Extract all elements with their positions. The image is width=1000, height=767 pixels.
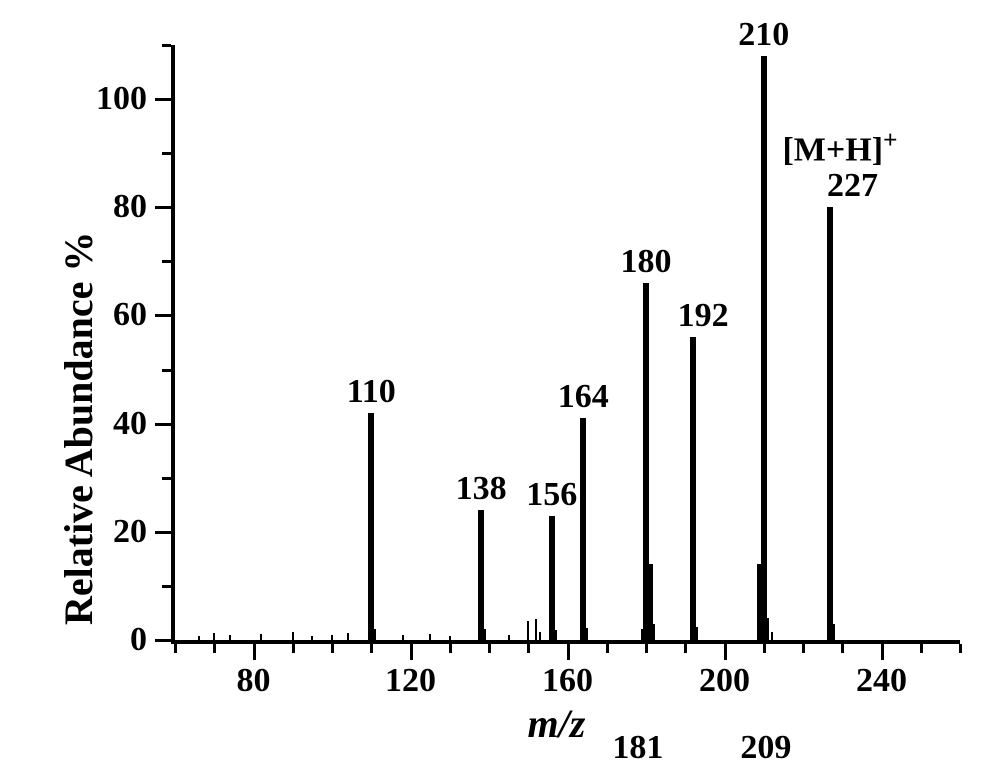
noise-peak — [833, 624, 835, 640]
peak — [368, 413, 374, 640]
peak — [478, 510, 484, 640]
x-minor-tick — [174, 644, 177, 653]
peak-label: 156 — [526, 476, 577, 514]
peak-label: 138 — [456, 470, 507, 508]
y-major-tick — [155, 531, 171, 534]
peak-label: 164 — [558, 378, 609, 416]
y-minor-tick — [162, 477, 171, 480]
peak-label: 110 — [347, 373, 396, 411]
y-tick-label: 80 — [77, 188, 147, 226]
noise-peak — [771, 632, 773, 640]
x-minor-tick — [527, 644, 530, 653]
peak — [549, 516, 555, 640]
noise-peak — [586, 628, 588, 640]
x-minor-tick — [684, 644, 687, 653]
peak-label: 180 — [621, 243, 672, 281]
peak — [690, 337, 696, 640]
x-minor-tick — [802, 644, 805, 653]
noise-peak — [535, 619, 537, 640]
y-major-tick — [155, 206, 171, 209]
y-minor-tick — [162, 44, 171, 47]
peak — [647, 564, 653, 640]
x-minor-tick — [920, 644, 923, 653]
y-tick-label: 0 — [77, 621, 147, 659]
x-major-tick — [410, 644, 413, 660]
peak-label: 210 — [738, 16, 789, 54]
y-major-tick — [155, 639, 171, 642]
noise-peak — [653, 624, 655, 640]
x-minor-tick — [488, 644, 491, 653]
x-major-tick — [253, 644, 256, 660]
y-minor-tick — [162, 260, 171, 263]
y-axis-title: Relative Abundance % — [55, 232, 102, 625]
x-axis-title: m/z — [528, 700, 586, 747]
y-major-tick — [155, 98, 171, 101]
x-minor-tick — [370, 644, 373, 653]
x-minor-tick — [449, 644, 452, 653]
y-tick-label: 100 — [77, 80, 147, 118]
x-tick-label: 240 — [856, 662, 907, 700]
x-tick-label: 120 — [385, 662, 436, 700]
annotation-label: [M+H]+ — [782, 125, 897, 169]
x-major-tick — [567, 644, 570, 660]
x-tick-label: 160 — [542, 662, 593, 700]
x-minor-tick — [763, 644, 766, 653]
noise-peak — [696, 627, 698, 640]
noise-peak — [527, 621, 529, 640]
noise-peak — [347, 633, 349, 640]
x-minor-tick — [292, 644, 295, 653]
x-minor-tick — [331, 644, 334, 653]
x-major-tick — [724, 644, 727, 660]
peak-label: 192 — [678, 297, 729, 335]
noise-peak — [213, 633, 215, 640]
x-major-tick — [881, 644, 884, 660]
peak-label: 209 — [740, 729, 791, 767]
peak-label: 227 — [827, 167, 878, 205]
x-tick-label: 200 — [699, 662, 750, 700]
peak — [827, 207, 833, 640]
noise-peak — [767, 618, 769, 640]
x-minor-tick — [213, 644, 216, 653]
noise-peak — [539, 632, 541, 640]
noise-peak — [374, 629, 376, 640]
peak — [761, 56, 767, 640]
noise-peak — [292, 632, 294, 640]
y-major-tick — [155, 423, 171, 426]
x-minor-tick — [959, 644, 962, 653]
y-minor-tick — [162, 152, 171, 155]
mass-spectrum-figure: 80120160200240020406080100Relative Abund… — [0, 0, 1000, 754]
x-minor-tick — [645, 644, 648, 653]
peak — [580, 418, 586, 640]
x-minor-tick — [841, 644, 844, 653]
peak-label: 181 — [612, 729, 663, 767]
y-axis-line — [171, 45, 175, 644]
noise-peak — [484, 629, 486, 640]
noise-peak — [555, 630, 557, 640]
y-minor-tick — [162, 369, 171, 372]
y-minor-tick — [162, 585, 171, 588]
y-major-tick — [155, 314, 171, 317]
x-minor-tick — [606, 644, 609, 653]
x-tick-label: 80 — [237, 662, 271, 700]
